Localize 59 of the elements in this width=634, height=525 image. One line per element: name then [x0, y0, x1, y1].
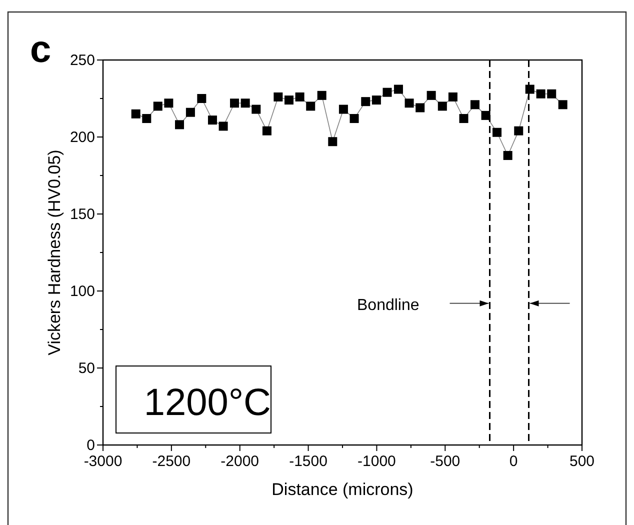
x-tick-label: -1000 — [358, 453, 396, 470]
point — [394, 84, 403, 94]
point — [481, 110, 490, 120]
x-tick-label: -3000 — [84, 453, 122, 470]
point — [317, 90, 326, 100]
point — [240, 98, 250, 108]
point — [338, 104, 348, 114]
point — [372, 96, 381, 105]
point — [350, 114, 359, 124]
x-tick-label: -2000 — [220, 453, 260, 470]
point — [197, 94, 206, 103]
point — [164, 98, 174, 108]
point — [274, 92, 283, 102]
x-tick-label: 0 — [509, 453, 518, 470]
y-tick-label: 200 — [70, 129, 95, 146]
point — [175, 120, 184, 130]
point — [153, 102, 162, 111]
point — [131, 109, 140, 118]
point — [142, 114, 152, 124]
point — [328, 137, 338, 146]
point — [536, 89, 546, 98]
point — [525, 84, 534, 94]
y-tick-label: 100 — [70, 283, 95, 300]
point — [295, 92, 304, 102]
point — [252, 104, 261, 114]
point — [426, 90, 436, 100]
point — [438, 102, 447, 111]
point — [416, 103, 425, 112]
point — [448, 92, 458, 102]
point — [503, 150, 512, 160]
annotation: Bondline — [357, 297, 420, 314]
annotation: 1200°C — [144, 382, 271, 424]
y-axis-title: Vickers Hardness (HV0.05) — [45, 150, 64, 356]
x-tick-label: -2500 — [152, 453, 191, 470]
point — [218, 122, 228, 131]
point — [492, 128, 502, 137]
point — [514, 126, 524, 136]
y-tick-label: 0 — [86, 437, 95, 454]
x-axis-title: Distance (microns) — [272, 480, 414, 499]
point — [262, 126, 272, 136]
point — [547, 89, 556, 98]
point — [459, 114, 468, 124]
y-tick-label: 50 — [78, 360, 95, 377]
point — [558, 100, 568, 110]
x-tick-label: 500 — [569, 453, 595, 470]
chart-title: c — [30, 29, 52, 71]
y-tick-label: 250 — [70, 52, 95, 69]
point — [382, 88, 392, 97]
point — [404, 98, 414, 108]
point — [230, 98, 240, 108]
point — [470, 100, 480, 110]
point — [284, 96, 294, 105]
point — [208, 116, 217, 125]
point — [186, 108, 195, 117]
x-tick-label: -1500 — [289, 453, 328, 470]
point — [361, 97, 370, 106]
x-tick-label: -500 — [430, 453, 460, 470]
point — [306, 102, 316, 111]
y-tick-label: 150 — [70, 206, 95, 223]
